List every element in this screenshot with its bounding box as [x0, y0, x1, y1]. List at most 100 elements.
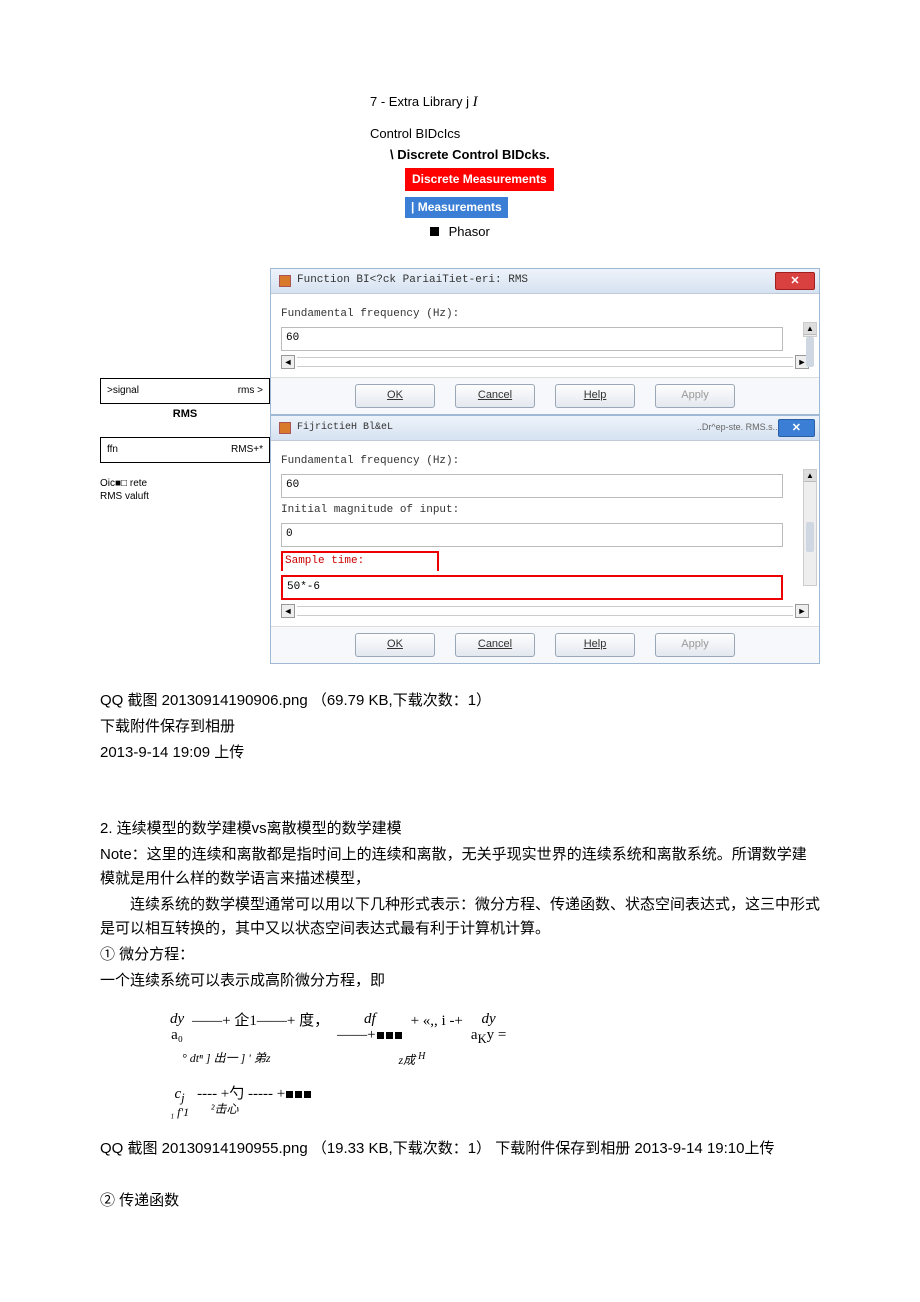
dialog-title-text: Function BI<?ck PariaiTiet-eri: RMS	[297, 272, 528, 290]
tree-item-discrete-measurements[interactable]: Discrete Measurements	[405, 168, 554, 191]
tree-row-control-blocks: Control BIDcIcs	[370, 124, 820, 145]
formula-r3-mid: ---- +勺 ----- +	[197, 1086, 285, 1102]
formula-mid1: ——+ 企1——+ 度，	[192, 1011, 329, 1032]
formula-row-2: ° dtⁿ ] 出一 ] ' 弟z z成 H	[182, 1049, 820, 1070]
formula-df: df	[364, 1011, 376, 1028]
dialog-icon	[279, 275, 291, 287]
note-paragraph-2: 连续系统的数学模型通常可以用以下几种形式表示：微分方程、传递函数、状态空间表达式…	[100, 893, 820, 941]
scroll-left-icon[interactable]: ◄	[281, 355, 295, 369]
scroll-up-icon-2[interactable]: ▲	[804, 470, 816, 482]
label-sample-time: Sample time:	[281, 551, 439, 571]
vertical-scrollbar-2[interactable]: ▲	[803, 469, 817, 587]
image-caption-1c: 2013-9-14 19:09 上传	[100, 741, 820, 765]
label-fund-freq-2: Fundamental frequency (Hz):	[281, 453, 809, 471]
formula-mid-row3: ---- +勺 ----- +	[197, 1086, 312, 1103]
tree-item-measurements[interactable]: | Measurements	[405, 197, 508, 218]
dialog-footer: OK Cancel Help Apply	[271, 377, 819, 414]
note-paragraph-1: Note：这里的连续和离散都是指时间上的连续和离散，无关乎现实世界的连续系统和离…	[100, 843, 820, 891]
tree-label-italic: I	[473, 94, 478, 110]
input-fund-freq-2[interactable]: 60	[281, 474, 783, 498]
apply-button-2[interactable]: Apply	[655, 633, 735, 657]
formula-sub-j: j	[181, 1091, 184, 1105]
help-button[interactable]: Help	[555, 384, 635, 408]
close-button[interactable]: ✕	[775, 272, 815, 290]
scroll-right-icon-2[interactable]: ►	[795, 604, 809, 618]
dialog-title-wrap-2: FijrictieH Bl&eL ..Dr^ep-ste. RMS.s..	[279, 420, 778, 436]
formula-yeq: y =	[487, 1027, 507, 1043]
horizontal-scrollbar[interactable]: ◄ ►	[281, 355, 809, 369]
dialog-titlebar: Function BI<?ck PariaiTiet-eri: RMS ✕	[271, 269, 819, 294]
formula-sub-k: K	[478, 1032, 487, 1046]
scroll-track-2[interactable]	[297, 606, 793, 616]
scroll-left-icon-2[interactable]: ◄	[281, 604, 295, 618]
figure-row: >signal rms > RMS ffn RMS+* Oic■□ rete R…	[100, 268, 820, 664]
formula-dy2: dy	[482, 1011, 496, 1028]
discrete-rms-block-name: Oic■□ rete RMS valuft	[100, 477, 270, 503]
apply-button[interactable]: Apply	[655, 384, 735, 408]
formula-aky: aKy =	[471, 1027, 506, 1047]
port-label-ffn: ffn	[107, 442, 118, 458]
formula-dtn: ° dtⁿ ] 出一 ] ' 弟z	[182, 1049, 271, 1068]
dialog-title-suffix: ..Dr^ep-ste. RMS.s..	[697, 420, 778, 434]
formula-row-3: cj ₁ f'1 ---- +勺 ----- + ²击心	[170, 1086, 820, 1119]
formula-a: a	[471, 1027, 478, 1043]
formula-dy: dy	[170, 1011, 184, 1028]
vertical-scrollbar[interactable]: ▲	[803, 322, 817, 337]
document-body: QQ 截图 20130914190906.png （69.79 KB,下载次数：…	[100, 689, 820, 1213]
horizontal-scrollbar-2[interactable]: ◄ ►	[281, 604, 809, 618]
tree-row-discrete-control: \ Discrete Control BIDcks.	[390, 145, 820, 166]
item-1-body: 一个连续系统可以表示成高阶微分方程，即	[100, 969, 820, 993]
dialog-title-text-2: FijrictieH Bl&eL	[297, 420, 393, 436]
section-2-heading: 2. 连续模型的数学建模vs离散模型的数学建模	[100, 817, 820, 841]
close-button-2[interactable]: ✕	[778, 419, 815, 437]
tree-label: 7 - Extra Library j	[370, 94, 469, 109]
discrete-rms-block: ffn RMS+*	[100, 437, 270, 463]
ok-button-2[interactable]: OK	[355, 633, 435, 657]
rms-block-name: RMS	[100, 406, 270, 424]
help-button-2[interactable]: Help	[555, 633, 635, 657]
formula-sup-h: H	[418, 1051, 425, 1062]
dialog-body: ▲ Fundamental frequency (Hz): 60 ◄ ►	[271, 294, 819, 377]
scroll-up-icon[interactable]: ▲	[804, 323, 816, 335]
port-label-rms: rms >	[238, 383, 263, 399]
tiny-line2: RMS valuft	[100, 490, 270, 503]
tree-label-phasor: Phasor	[449, 224, 490, 239]
simulink-blocks-column: >signal rms > RMS ffn RMS+* Oic■□ rete R…	[100, 268, 270, 504]
label-fundamental-freq: Fundamental frequency (Hz):	[281, 306, 809, 324]
scroll-thumb-2[interactable]	[806, 522, 814, 552]
formula-zcheng: z成 H	[399, 1049, 426, 1070]
label-initial-mag: Initial magnitude of input:	[281, 502, 809, 520]
rms-param-dialog: Function BI<?ck PariaiTiet-eri: RMS ✕ ▲ …	[270, 268, 820, 415]
item-2-heading: ② 传递函数	[100, 1189, 820, 1213]
dialog-body-2: ▲ Fundamental frequency (Hz): 60 Initial…	[271, 441, 819, 627]
formula-row-1: dy a₀ ——+ 企1——+ 度， df ——+ + «,, i -+ dy …	[170, 1011, 820, 1047]
input-fundamental-freq[interactable]: 60	[281, 327, 783, 351]
item-1-heading: ① 微分方程：	[100, 943, 820, 967]
formula-cj: cj	[174, 1086, 184, 1106]
ok-button[interactable]: OK	[355, 384, 435, 408]
formula-bot2: ²击心	[211, 1103, 239, 1116]
formula-block: dy a₀ ——+ 企1——+ 度， df ——+ + «,, i -+ dy …	[170, 1011, 820, 1119]
cancel-button[interactable]: Cancel	[455, 384, 535, 408]
rms-block: >signal rms >	[100, 378, 270, 404]
port-label-rms2: RMS+*	[231, 442, 263, 458]
cancel-button-2[interactable]: Cancel	[455, 633, 535, 657]
dialog-titlebar-2: FijrictieH Bl&eL ..Dr^ep-ste. RMS.s.. ✕	[271, 416, 819, 441]
input-sample-time[interactable]: 50*-6	[281, 575, 783, 601]
scroll-thumb[interactable]	[806, 337, 814, 367]
formula-a0: a₀	[171, 1027, 183, 1044]
scroll-track[interactable]	[297, 357, 793, 367]
image-caption-1a: QQ 截图 20130914190906.png （69.79 KB,下载次数：…	[100, 689, 820, 713]
input-initial-mag[interactable]: 0	[281, 523, 783, 547]
tree-item-phasor: Phasor	[430, 222, 820, 243]
formula-dash: ——+	[337, 1027, 402, 1044]
dialog-icon-2	[279, 422, 291, 434]
image-caption-2: QQ 截图 20130914190955.png （19.33 KB,下载次数：…	[100, 1137, 820, 1161]
dialog-title-wrap: Function BI<?ck PariaiTiet-eri: RMS	[279, 272, 528, 290]
port-label-signal: >signal	[107, 383, 139, 399]
dialogs-column: Function BI<?ck PariaiTiet-eri: RMS ✕ ▲ …	[270, 268, 820, 664]
library-tree: 7 - Extra Library j I Control BIDcIcs \ …	[370, 90, 820, 243]
formula-bot1: ₁ f'1	[170, 1106, 189, 1119]
tiny-line1: Oic■□ rete	[100, 477, 270, 490]
tree-row-extra-library: 7 - Extra Library j I	[370, 90, 820, 114]
